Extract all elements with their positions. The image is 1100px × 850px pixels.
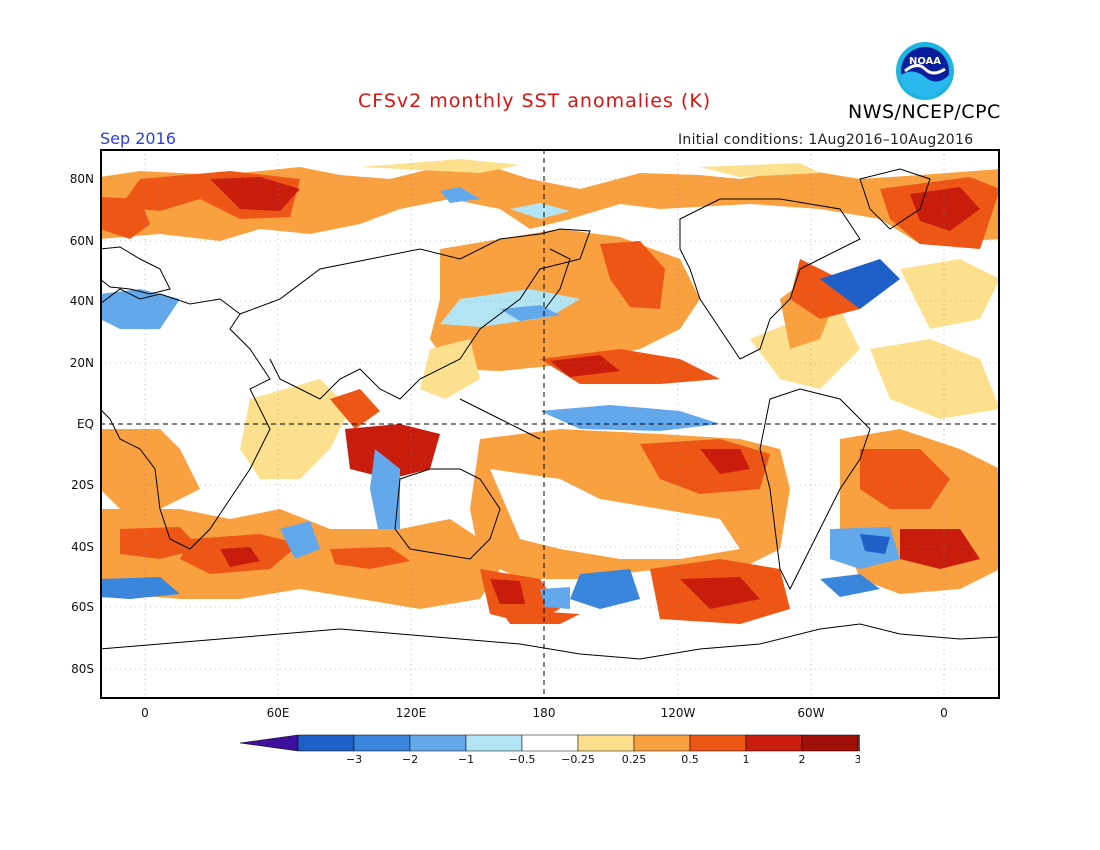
colorbar-label: 2: [799, 753, 806, 766]
colorbar: −3 −2 −1 −0.5 −0.25 0.25 0.5 1 2 3: [240, 734, 860, 766]
sst-anomaly-map: [100, 149, 1000, 699]
colorbar-label: −1: [458, 753, 474, 766]
colorbar-swatches: [240, 734, 860, 752]
lon-label-120w: 120W: [660, 706, 696, 720]
lat-label-eq: EQ: [76, 417, 94, 431]
colorbar-label: 0.5: [681, 753, 699, 766]
lon-label-60e: 60E: [266, 706, 290, 720]
colorbar-swatch: [297, 734, 355, 752]
initial-conditions: Initial conditions: 1Aug2016–10Aug2016: [678, 132, 974, 148]
lat-label-60s: 60S: [71, 600, 94, 614]
lon-label-180: 180: [532, 706, 556, 720]
lat-label-40s: 40S: [71, 540, 94, 554]
colorbar-label: −0.5: [509, 753, 536, 766]
anomaly-shading: [100, 159, 1000, 624]
lat-label-80s: 80S: [71, 662, 94, 676]
lat-label-20n: 20N: [69, 356, 94, 370]
lat-label-20s: 20S: [71, 478, 94, 492]
lat-label-40n: 40N: [69, 294, 94, 308]
coastlines: [100, 168, 1000, 660]
colorbar-label: 1: [743, 753, 750, 766]
noaa-logo: NOAA: [896, 42, 954, 100]
forecast-month: Sep 2016: [100, 129, 176, 148]
colorbar-label: 0.25: [622, 753, 647, 766]
organization-label: NWS/NCEP/CPC: [848, 101, 1001, 123]
lon-label-120e: 120E: [395, 706, 427, 720]
colorbar-swatch: [801, 734, 859, 752]
colorbar-label: −2: [402, 753, 418, 766]
chart-title: CFSv2 monthly SST anomalies (K): [358, 90, 712, 112]
colorbar-swatch: [689, 734, 747, 752]
lat-label-60n: 60N: [69, 234, 94, 248]
colorbar-swatch: [465, 734, 523, 752]
colorbar-label: 3: [855, 753, 861, 766]
lat-label-80n: 80N: [69, 172, 94, 186]
colorbar-swatch: [577, 734, 635, 752]
colorbar-arrow-low: [240, 734, 299, 752]
lon-label-0-east: 0: [940, 706, 948, 720]
colorbar-swatch: [353, 734, 411, 752]
colorbar-swatch: [521, 734, 579, 752]
colorbar-label: −3: [346, 753, 362, 766]
colorbar-swatch: [409, 734, 467, 752]
colorbar-label: −0.25: [561, 753, 595, 766]
lon-label-60w: 60W: [797, 706, 825, 720]
lon-label-0: 0: [141, 706, 149, 720]
colorbar-swatch: [745, 734, 803, 752]
logo-text: NOAA: [909, 56, 941, 67]
colorbar-labels: −3 −2 −1 −0.5 −0.25 0.25 0.5 1 2 3: [346, 753, 860, 766]
colorbar-swatch: [633, 734, 691, 752]
colorbar-arrow-high: [857, 734, 860, 752]
